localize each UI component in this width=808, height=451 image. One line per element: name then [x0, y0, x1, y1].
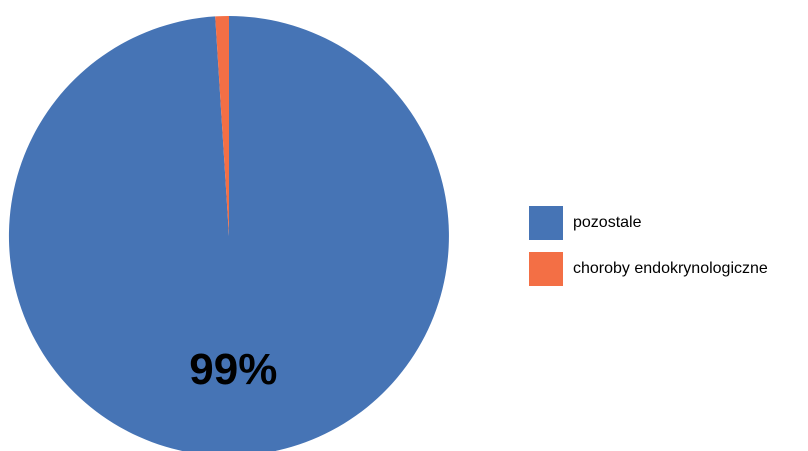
- legend: pozostale choroby endokrynologiczne: [529, 206, 768, 286]
- legend-label: choroby endokrynologiczne: [573, 260, 768, 277]
- pie-slice-pozostale: [8, 16, 449, 451]
- pie-slice-choroby-endokrynologiczne: [215, 15, 229, 237]
- legend-swatch: [529, 206, 563, 240]
- legend-label: pozostale: [573, 214, 642, 231]
- legend-swatch: [529, 252, 563, 286]
- pie-slices: [8, 15, 449, 451]
- pie-data-label: 99%: [189, 345, 277, 394]
- pie-data-labels: 99%: [189, 345, 277, 394]
